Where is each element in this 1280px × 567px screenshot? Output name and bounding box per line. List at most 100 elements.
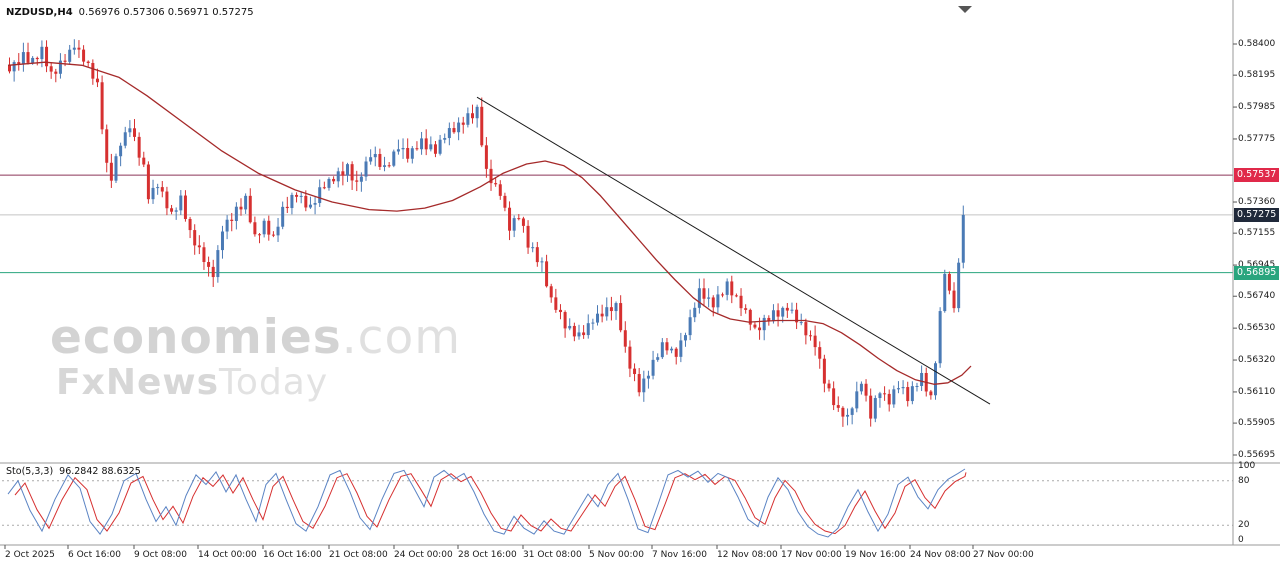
candle-down (95, 78, 99, 83)
x-axis-label: 12 Nov 08:00 (717, 550, 778, 560)
candle-up (577, 332, 581, 337)
y-axis-label: 0.55905 (1238, 418, 1276, 429)
candle-up (656, 357, 660, 360)
candle-down (730, 281, 734, 296)
candle-down (711, 297, 715, 308)
candle-up (174, 210, 178, 212)
candle-up (429, 144, 433, 150)
candle-up (151, 187, 155, 200)
moving-average-line[interactable] (7, 61, 972, 385)
x-axis-label: 9 Oct 08:00 (134, 550, 187, 560)
candle-down (702, 288, 706, 299)
candle-up (447, 128, 451, 139)
candle-down (91, 62, 95, 79)
watermark-line2-light: Today (219, 362, 329, 403)
candle-down (197, 245, 201, 248)
x-axis-label: 5 Nov 00:00 (589, 550, 644, 560)
candle-up (688, 317, 692, 336)
candle-up (896, 388, 900, 390)
chart-ohlc-values: 0.56976 0.57306 0.56971 0.57275 (78, 7, 254, 18)
candle-up (156, 187, 160, 189)
candle-up (123, 132, 127, 146)
chart-title: NZDUSD,H4 0.56976 0.57306 0.56971 0.57275 (6, 7, 254, 18)
candle-down (628, 346, 632, 369)
candle-down (133, 128, 137, 137)
candle-down (54, 71, 58, 74)
x-axis-label: 27 Nov 00:00 (973, 550, 1034, 560)
x-axis-label: 24 Oct 00:00 (394, 550, 453, 560)
candle-up (716, 294, 720, 308)
chart-symbol-timeframe: NZDUSD,H4 (6, 7, 73, 18)
candle-up (262, 220, 266, 235)
candle-up (660, 342, 664, 358)
candle-up (128, 128, 132, 133)
candle-down (827, 383, 831, 389)
candle-down (674, 348, 678, 357)
y-axis-label: 0.55695 (1238, 450, 1276, 460)
candle-down (734, 295, 738, 297)
y-axis-label: 0.56530 (1238, 323, 1276, 334)
candle-down (406, 147, 410, 159)
candle-up (683, 335, 687, 341)
candle-down (822, 358, 826, 384)
candle-up (846, 414, 850, 417)
stoch-scale-label: 100 (1238, 461, 1256, 471)
candle-down (332, 178, 336, 182)
candle-down (183, 195, 187, 219)
candle-up (281, 206, 285, 227)
stoch-main-line (7, 468, 966, 538)
support-price-badge[interactable]: 0.56895 (1234, 265, 1280, 280)
candle-up (401, 147, 405, 150)
candle-up (313, 203, 317, 205)
candle-down (517, 218, 521, 220)
candle-down (600, 313, 604, 317)
candle-down (230, 219, 234, 221)
x-axis-label: 2 Oct 2025 (5, 550, 55, 560)
current-price-label: 0.57275 (1237, 208, 1277, 220)
candle-up (878, 393, 882, 399)
candle-up (373, 154, 377, 158)
candle-up (364, 161, 368, 177)
candle-down (864, 383, 868, 396)
candle-up (438, 139, 442, 154)
candle-down (45, 46, 49, 67)
x-axis-label: 21 Oct 08:00 (329, 550, 388, 560)
candle-up (72, 47, 76, 50)
candle-up (420, 138, 424, 150)
x-axis-label: 17 Nov 00:00 (781, 550, 842, 560)
descending-trendline[interactable] (476, 96, 991, 405)
candle-down (295, 194, 299, 197)
candle-up (410, 148, 414, 159)
y-axis-label: 0.58195 (1238, 70, 1276, 81)
candle-up (392, 151, 396, 166)
candle-down (484, 145, 488, 169)
candle-up (568, 325, 572, 329)
candle-up (943, 273, 947, 312)
candle-down (105, 129, 109, 163)
candle-down (535, 247, 539, 263)
stoch-scale-label: 80 (1238, 475, 1250, 486)
candle-down (207, 262, 211, 267)
candle-up (290, 194, 294, 209)
candle-down (271, 234, 275, 236)
candle-down (929, 391, 933, 396)
chart-shift-marker-icon (958, 6, 972, 13)
resistance-price-badge[interactable]: 0.57537 (1234, 168, 1280, 183)
candle-down (776, 310, 780, 317)
candle-up (119, 145, 123, 157)
candle-up (910, 386, 914, 402)
candle-down (753, 324, 757, 328)
candle-up (318, 187, 322, 204)
stoch-scale-label: 0 (1238, 535, 1244, 545)
x-axis-label: 31 Oct 08:00 (523, 550, 582, 560)
candle-up (605, 307, 609, 317)
candle-up (901, 387, 905, 389)
candle-up (299, 195, 303, 197)
candle-down (146, 164, 150, 200)
resistance-price-label: 0.57537 (1237, 169, 1277, 181)
candle-down (26, 52, 30, 63)
candle-up (327, 178, 331, 188)
stoch-scale-label: 20 (1238, 520, 1250, 531)
